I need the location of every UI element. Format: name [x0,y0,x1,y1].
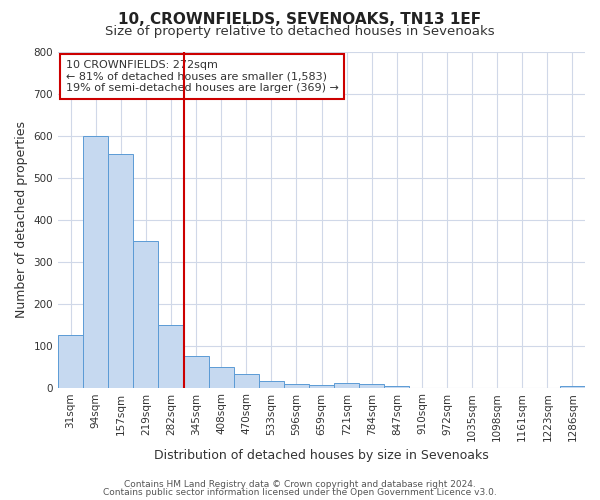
Bar [184,356,209,388]
Bar [58,335,83,388]
Bar [233,374,259,388]
Bar [359,384,384,388]
Text: 10 CROWNFIELDS: 272sqm
← 81% of detached houses are smaller (1,583)
19% of semi-: 10 CROWNFIELDS: 272sqm ← 81% of detached… [66,60,339,93]
Bar [259,382,284,388]
X-axis label: Distribution of detached houses by size in Sevenoaks: Distribution of detached houses by size … [154,450,489,462]
Y-axis label: Number of detached properties: Number of detached properties [15,121,28,318]
Bar [284,384,309,388]
Bar [560,386,585,388]
Bar [108,154,133,388]
Bar [83,136,108,388]
Text: Size of property relative to detached houses in Sevenoaks: Size of property relative to detached ho… [105,25,495,38]
Bar [133,240,158,388]
Bar [334,382,359,388]
Text: 10, CROWNFIELDS, SEVENOAKS, TN13 1EF: 10, CROWNFIELDS, SEVENOAKS, TN13 1EF [118,12,482,28]
Bar [309,386,334,388]
Text: Contains HM Land Registry data © Crown copyright and database right 2024.: Contains HM Land Registry data © Crown c… [124,480,476,489]
Bar [384,386,409,388]
Bar [209,366,233,388]
Bar [158,324,184,388]
Text: Contains public sector information licensed under the Open Government Licence v3: Contains public sector information licen… [103,488,497,497]
